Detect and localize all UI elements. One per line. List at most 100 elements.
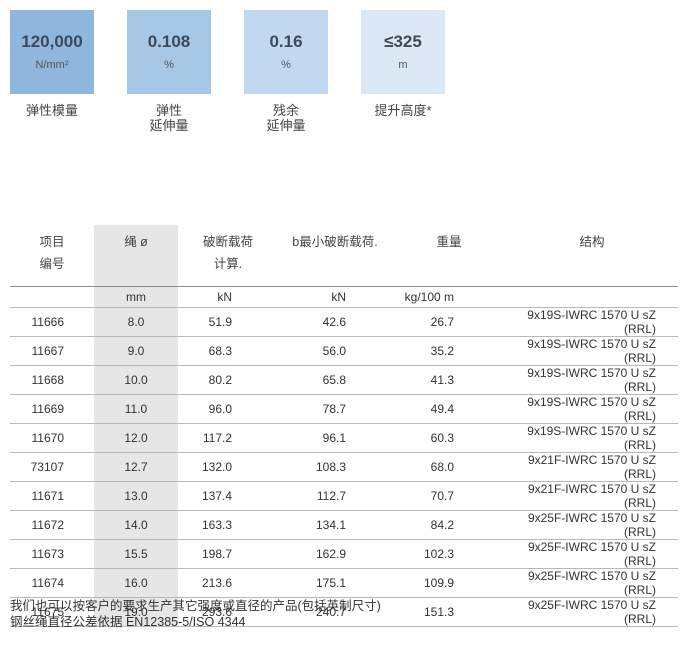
header-breaking-load: 破断载荷 计算. [202, 235, 253, 271]
min-breaking-load-cell: 134.1 [278, 510, 392, 540]
weight-cell: 60.3 [392, 423, 506, 453]
table-row: 11667 9.0 68.3 56.0 35.2 9x19S-IWRC 1570 U sZ… [10, 336, 678, 366]
min-breaking-load-cell: 65.8 [278, 365, 392, 395]
min-breaking-load-cell: 78.7 [278, 394, 392, 424]
breaking-load-cell: 117.2 [178, 423, 278, 453]
construction-cell: 9x25F-IWRC 1570 U sZ (RRL) [506, 510, 678, 540]
spec-label: 弹性模量 [25, 103, 78, 118]
header-item-no: 项目 编号 [39, 235, 65, 271]
diameter-cell: 16.0 [94, 568, 178, 598]
min-breaking-load-cell: 162.9 [278, 539, 392, 569]
header-diameter: 绳 ø [94, 225, 178, 287]
header-min-breaking-load: b最小破断载荷. [292, 235, 378, 249]
construction-cell: 9x25F-IWRC 1570 U sZ (RRL) [506, 568, 678, 598]
item-no-cell: 11672 [10, 510, 94, 540]
table-row: 11668 10.0 80.2 65.8 41.3 9x19S-IWRC 1570 U s… [10, 365, 678, 395]
spec-unit: % [164, 59, 174, 71]
weight-cell: 102.3 [392, 539, 506, 569]
item-no-cell: 11669 [10, 394, 94, 424]
spec-value: 0.108 [147, 32, 191, 51]
construction-cell: 9x19S-IWRC 1570 U sZ (RRL) [506, 307, 678, 337]
item-no-cell: 11675 [10, 597, 94, 627]
construction-cell: 9x19S-IWRC 1570 U sZ (RRL) [506, 365, 678, 395]
min-breaking-load-cell: 42.6 [278, 307, 392, 337]
spec-unit: % [281, 59, 291, 71]
breaking-load-cell: 213.6 [178, 568, 278, 598]
breaking-load-cell: 137.4 [178, 481, 278, 511]
construction-cell: 9x25F-IWRC 1570 U sZ (RRL) [506, 597, 678, 627]
breaking-load-cell: 80.2 [178, 365, 278, 395]
table-row: 11669 11.0 96.0 78.7 49.4 9x19S-IWRC 1570 U s… [10, 394, 678, 424]
spec-label: 弹性 延伸量 [149, 103, 189, 133]
table-row: 11671 13.0 137.4 112.7 70.7 9x21F-IWRC 1570 U… [10, 481, 678, 511]
spec-unit: N/mm² [35, 59, 69, 71]
unit-cell: kN [278, 286, 392, 308]
construction-cell: 9x19S-IWRC 1570 U sZ (RRL) [506, 423, 678, 453]
table-units-row: mm kN kN kg/100 m [10, 286, 678, 308]
breaking-load-cell: 163.3 [178, 510, 278, 540]
item-no-cell: 73107 [10, 452, 94, 482]
unit-cell: mm [94, 286, 178, 308]
min-breaking-load-cell: 112.7 [278, 481, 392, 511]
unit-cell [506, 286, 678, 308]
breaking-load-cell: 132.0 [178, 452, 278, 482]
header-weight: 重量 [436, 235, 462, 249]
weight-cell: 84.2 [392, 510, 506, 540]
item-no-cell: 11666 [10, 307, 94, 337]
diameter-cell: 13.0 [94, 481, 178, 511]
table-row: 73107 12.7 132.0 108.3 68.0 9x21F-IWRC 1570 U… [10, 452, 678, 482]
construction-cell: 9x21F-IWRC 1570 U sZ (RRL) [506, 481, 678, 511]
header-construction: 结构 [579, 235, 605, 249]
breaking-load-cell: 293.6 [178, 597, 278, 627]
spec-unit: m [398, 59, 408, 71]
diameter-cell: 15.5 [94, 539, 178, 569]
spec-label: 残余 延伸量 [266, 103, 306, 133]
diameter-cell: 14.0 [94, 510, 178, 540]
item-no-cell: 11671 [10, 481, 94, 511]
spec-card-elastic-elongation: 0.108 % [127, 10, 211, 94]
weight-cell: 26.7 [392, 307, 506, 337]
construction-cell: 9x21F-IWRC 1570 U sZ (RRL) [506, 452, 678, 482]
min-breaking-load-cell: 108.3 [278, 452, 392, 482]
spec-card-lift-height: ≤325 m [361, 10, 445, 94]
construction-cell: 9x19S-IWRC 1570 U sZ (RRL) [506, 394, 678, 424]
breaking-load-cell: 51.9 [178, 307, 278, 337]
rope-spec-table: 项目 编号 绳 ø 破断载荷 计算. b最小破断载荷. 重量 结构 mm kN kN [10, 225, 678, 627]
table-row: 11674 16.0 213.6 175.1 109.9 9x25F-IWRC 1570 … [10, 568, 678, 598]
unit-cell: kg/100 m [392, 286, 506, 308]
diameter-cell: 11.0 [94, 394, 178, 424]
spec-value: ≤325 [384, 32, 422, 51]
spec-label: 提升高度* [374, 103, 432, 118]
item-no-cell: 11670 [10, 423, 94, 453]
diameter-cell: 8.0 [94, 307, 178, 337]
diameter-cell: 12.7 [94, 452, 178, 482]
weight-cell: 35.2 [392, 336, 506, 366]
min-breaking-load-cell: 96.1 [278, 423, 392, 453]
spec-value: 120,000 [21, 32, 83, 51]
spec-value: 0.16 [269, 32, 303, 51]
breaking-load-cell: 68.3 [178, 336, 278, 366]
construction-cell: 9x19S-IWRC 1570 U sZ (RRL) [506, 336, 678, 366]
item-no-cell: 11667 [10, 336, 94, 366]
table-row: 11670 12.0 117.2 96.1 60.3 9x19S-IWRC 1570 U … [10, 423, 678, 453]
unit-cell [10, 286, 94, 308]
table-row: 11673 15.5 198.7 162.9 102.3 9x25F-IWRC 1570 … [10, 539, 678, 569]
breaking-load-cell: 96.0 [178, 394, 278, 424]
weight-cell: 151.3 [392, 597, 506, 627]
weight-cell: 70.7 [392, 481, 506, 511]
min-breaking-load-cell: 175.1 [278, 568, 392, 598]
spec-card-residual-elongation: 0.16 % [244, 10, 328, 94]
spec-card-modulus: 120,000 N/mm² [10, 10, 94, 94]
footnote: 钢丝绳直径公差依据 EN12385-5/ISO 4344 [10, 615, 246, 629]
unit-cell: kN [178, 286, 278, 308]
diameter-cell: 10.0 [94, 365, 178, 395]
breaking-load-cell: 198.7 [178, 539, 278, 569]
item-no-cell: 11668 [10, 365, 94, 395]
table-header-row: 项目 编号 绳 ø 破断载荷 计算. b最小破断载荷. 重量 结构 [10, 225, 678, 287]
construction-cell: 9x25F-IWRC 1570 U sZ (RRL) [506, 539, 678, 569]
table-row: 11675 19.0 293.6 240.7 151.3 9x25F-IWRC 1570 … [10, 597, 678, 627]
item-no-cell: 11673 [10, 539, 94, 569]
footnotes: 我们也可以按客户的要求生产其它强度或直径的产品(包括英制尺寸) 钢丝绳直径公差依… [10, 598, 381, 630]
min-breaking-load-cell: 240.7 [278, 597, 392, 627]
diameter-cell: 9.0 [94, 336, 178, 366]
